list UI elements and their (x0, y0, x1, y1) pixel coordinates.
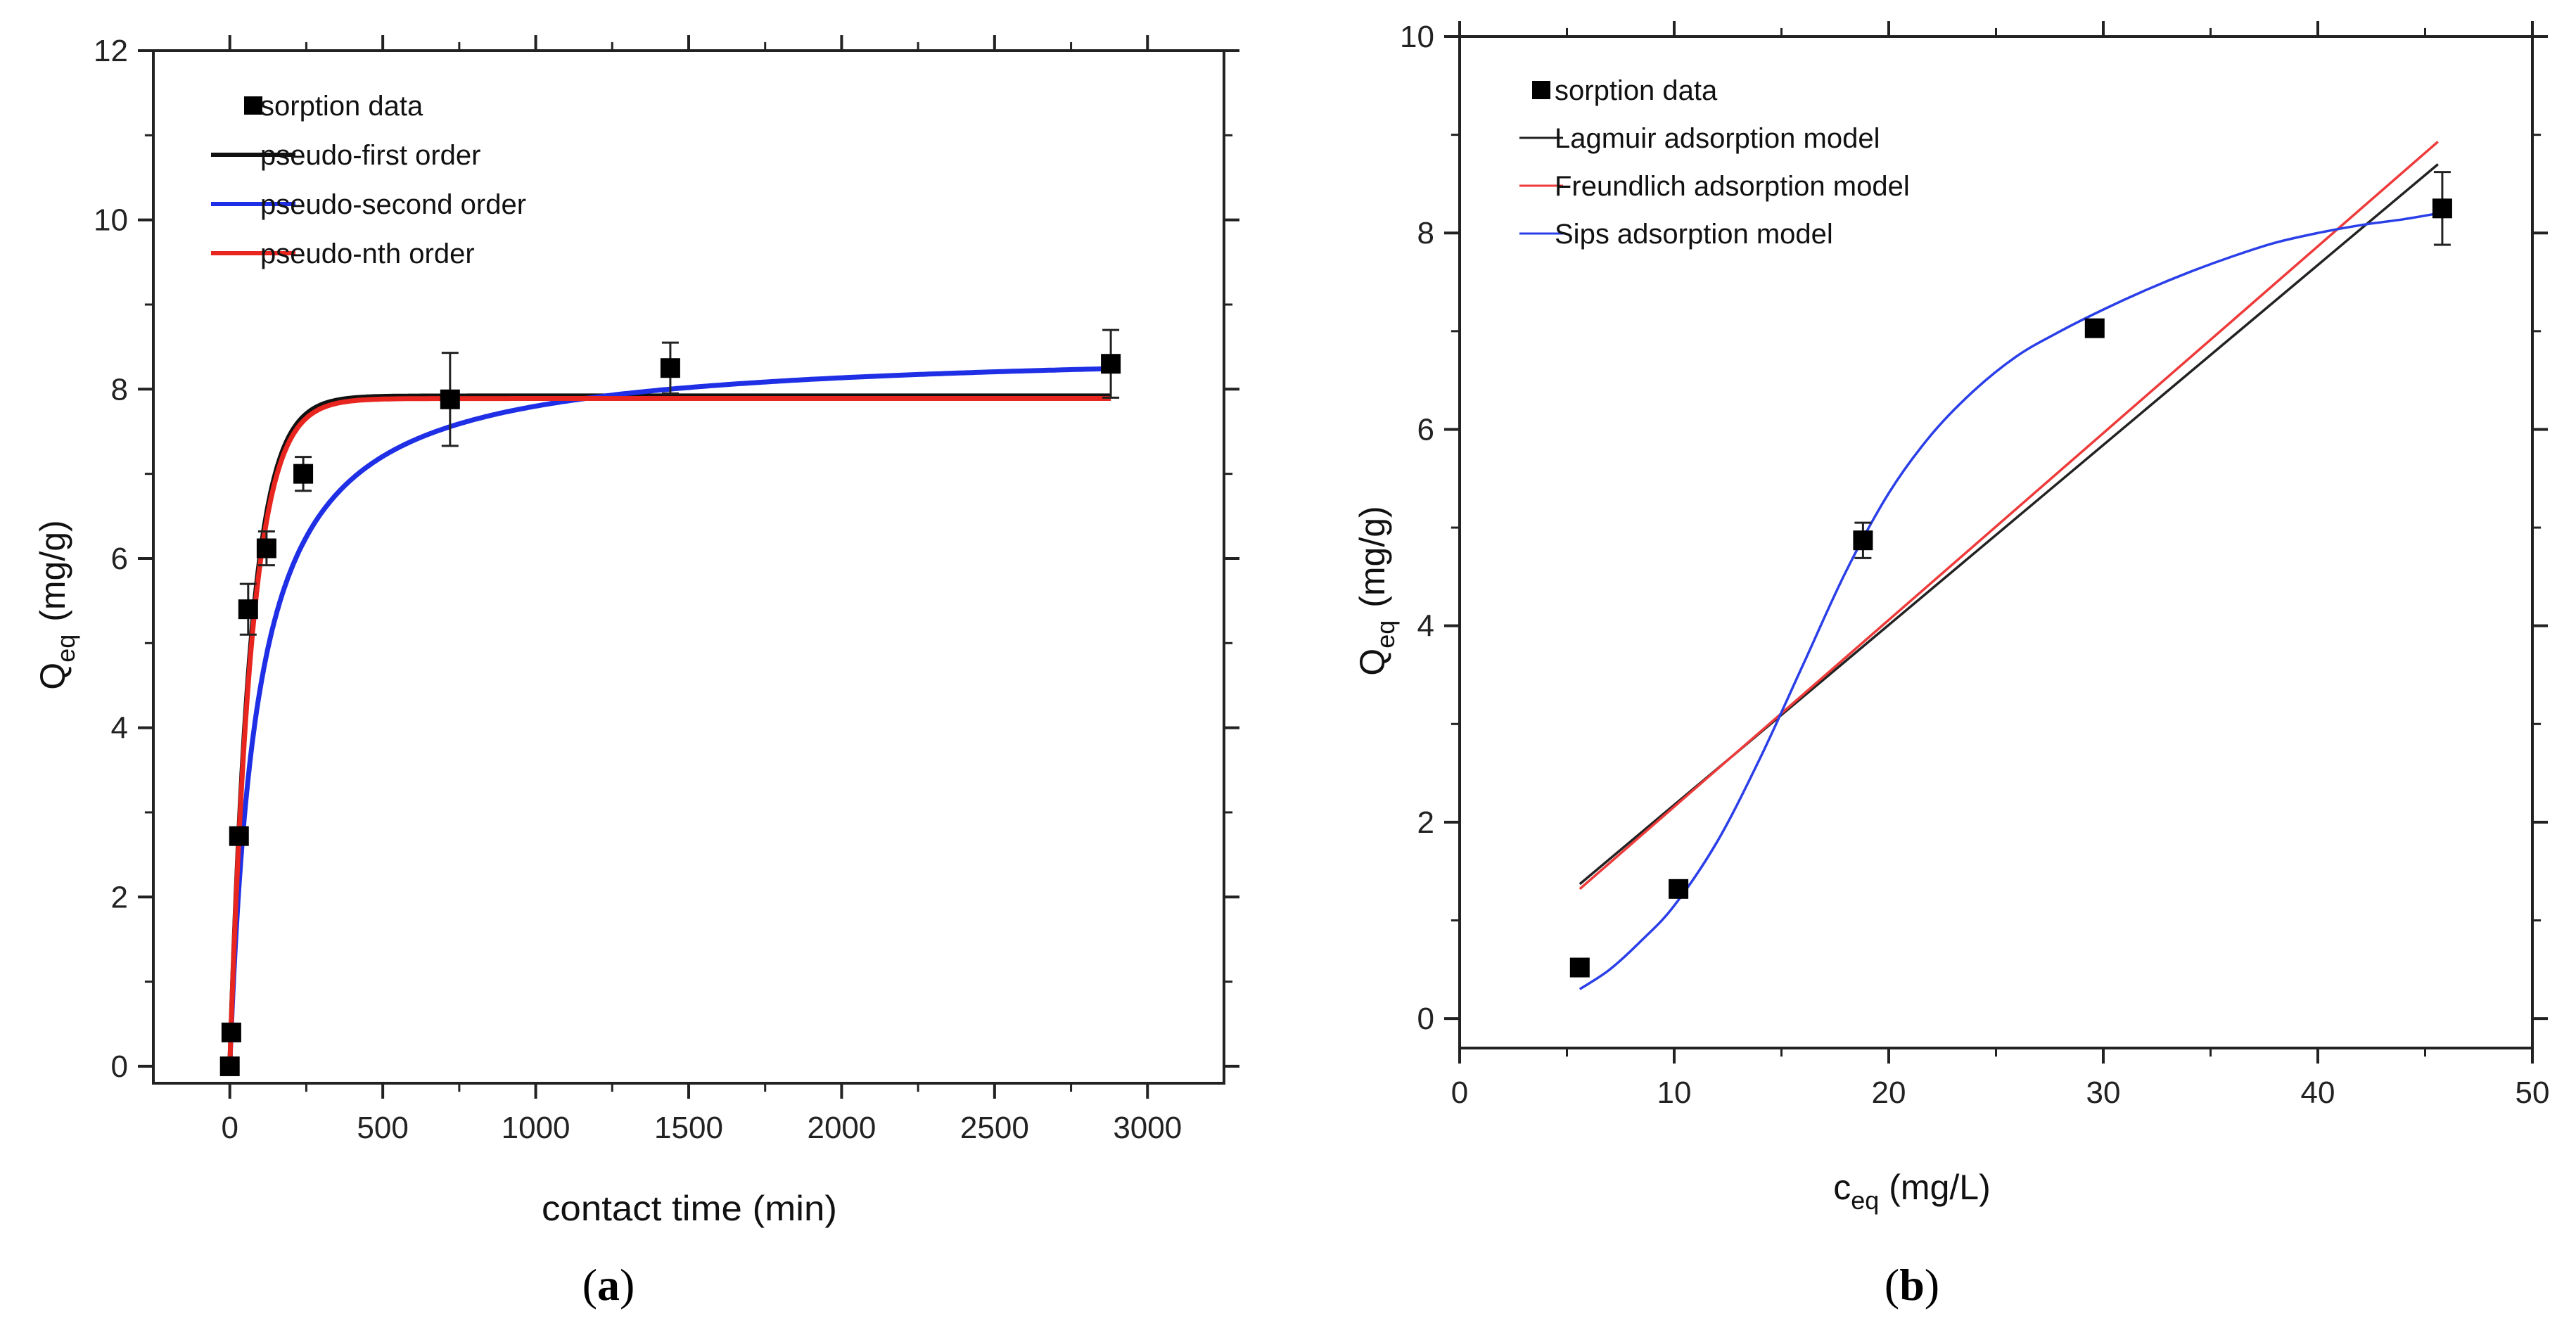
a-data-point (219, 1056, 240, 1076)
panel-a-series (219, 328, 1121, 1076)
svg-text:Qeq(mg/g): Qeq (mg/g) (33, 520, 80, 689)
panel-b-label: (b) (1885, 1260, 1939, 1310)
b-x-tick-label: 20 (1872, 1075, 1906, 1110)
panel-a-y-label-main: Q (33, 663, 72, 690)
a-data-point (256, 538, 276, 558)
panel-b-x-label-main: c (1833, 1168, 1851, 1207)
b-legend-label: Freundlich adsorption model (1555, 171, 1910, 202)
panel-b-y-axis-title: Qeq (mg/g) (1353, 506, 1400, 675)
a-data-point (660, 358, 680, 378)
b-x-tick-label: 50 (2516, 1075, 2550, 1110)
panel-b-series (1569, 141, 2452, 990)
a-y-tick-label: 10 (94, 203, 128, 238)
a-x-tick-label: 1500 (654, 1111, 723, 1145)
a-x-tick-label: 500 (357, 1111, 408, 1145)
b-y-tick-label: 6 (1417, 412, 1434, 447)
b-legend-label: Sips adsorption model (1555, 219, 1833, 250)
a-y-tick-label: 4 (111, 711, 128, 746)
b-x-tick-label: 10 (1657, 1075, 1692, 1110)
panel-b-y-label-main: Q (1353, 649, 1392, 676)
panel-b-y-label-sub: eq (1371, 620, 1400, 649)
a-data-point (440, 389, 460, 409)
b-legend-marker (1532, 81, 1550, 99)
a-series-pseudo-nth-order (227, 396, 1111, 1069)
a-x-tick-label: 0 (221, 1111, 238, 1145)
b-y-tick-label: 0 (1417, 1002, 1434, 1036)
panel-a-tick-labels: 0 500 1000 1500 2000 2500 3000 0 2 4 6 8 10 12 (94, 34, 1182, 1145)
a-data-point (221, 1022, 241, 1042)
a-data-point (229, 826, 249, 846)
b-y-tick-label: 4 (1417, 609, 1434, 644)
a-data-point (1101, 354, 1121, 374)
chart-panel-a: 0 500 1000 1500 2000 2500 3000 0 2 4 6 8 10 12 contac… (33, 34, 1239, 1310)
a-legend-label: pseudo-nth order (260, 238, 475, 269)
panel-b-plot-frame (1458, 35, 2534, 1049)
panel-b-y-label-units: (mg/g) (1353, 506, 1392, 607)
a-legend-marker (244, 96, 262, 115)
b-legend-label: Lagmuir adsorption model (1555, 123, 1880, 154)
b-data-point (2084, 318, 2105, 338)
b-y-tick-label: 8 (1417, 216, 1434, 250)
b-data-point (2432, 198, 2452, 219)
a-y-tick-label: 8 (111, 372, 128, 407)
a-y-tick-label: 2 (111, 880, 128, 914)
b-data-point (1569, 957, 1590, 978)
a-x-tick-label: 2000 (807, 1111, 876, 1145)
a-y-tick-label: 12 (94, 34, 128, 68)
panel-a-plot-frame (152, 49, 1225, 1085)
b-series-sips-adsorption-model (1579, 212, 2439, 990)
panel-b-ticks (1444, 21, 2548, 1064)
svg-text:Qeq(mg/g): Qeq (mg/g) (1353, 506, 1400, 675)
b-x-tick-label: 30 (2086, 1075, 2121, 1110)
b-x-tick-label: 0 (1451, 1075, 1468, 1110)
b-y-tick-label: 2 (1417, 805, 1434, 840)
a-y-tick-label: 0 (111, 1049, 128, 1084)
a-data-point (293, 464, 314, 484)
b-data-point (1669, 879, 1689, 899)
panel-a-label: (a) (582, 1260, 635, 1310)
panel-b-x-label-sub: eq (1851, 1186, 1879, 1215)
a-y-tick-label: 6 (111, 542, 128, 576)
b-data-point (1853, 530, 1873, 551)
b-x-tick-label: 40 (2301, 1075, 2335, 1110)
panel-a-legend: sorption data pseudo-first order pseudo-se… (211, 91, 526, 269)
panel-b-x-label-units: (mg/L) (1889, 1168, 1990, 1207)
a-legend-label: sorption data (260, 91, 423, 122)
panel-a-x-axis-title: contact time (min) (542, 1189, 837, 1228)
panel-b-tick-labels: 0 10 20 30 40 50 0 2 4 6 8 10 (1400, 20, 2549, 1110)
b-series-freundlich-adsorption-model (1579, 141, 2439, 890)
a-data-point (238, 599, 258, 620)
a-x-tick-label: 2500 (960, 1111, 1029, 1145)
a-series-pseudo-second-order (227, 366, 1111, 1069)
b-legend-label: sorption data (1555, 75, 1718, 106)
panel-a-ticks (138, 35, 1239, 1099)
panel-a-y-label-units: (mg/g) (33, 520, 72, 621)
panel-b-x-axis-title: ceq (mg/L) (1833, 1168, 1991, 1215)
a-x-tick-label: 3000 (1113, 1111, 1182, 1145)
a-legend-label: pseudo-second order (260, 189, 526, 220)
panel-a-y-label-sub: eq (51, 634, 80, 663)
a-legend-label: pseudo-first order (260, 140, 480, 171)
panel-b-legend: sorption data Lagmuir adsorption model Fre… (1519, 75, 1910, 250)
a-x-tick-label: 1000 (502, 1111, 570, 1145)
panel-a-y-axis-title: Qeq (mg/g) (33, 520, 80, 689)
b-y-tick-label: 10 (1400, 20, 1434, 54)
